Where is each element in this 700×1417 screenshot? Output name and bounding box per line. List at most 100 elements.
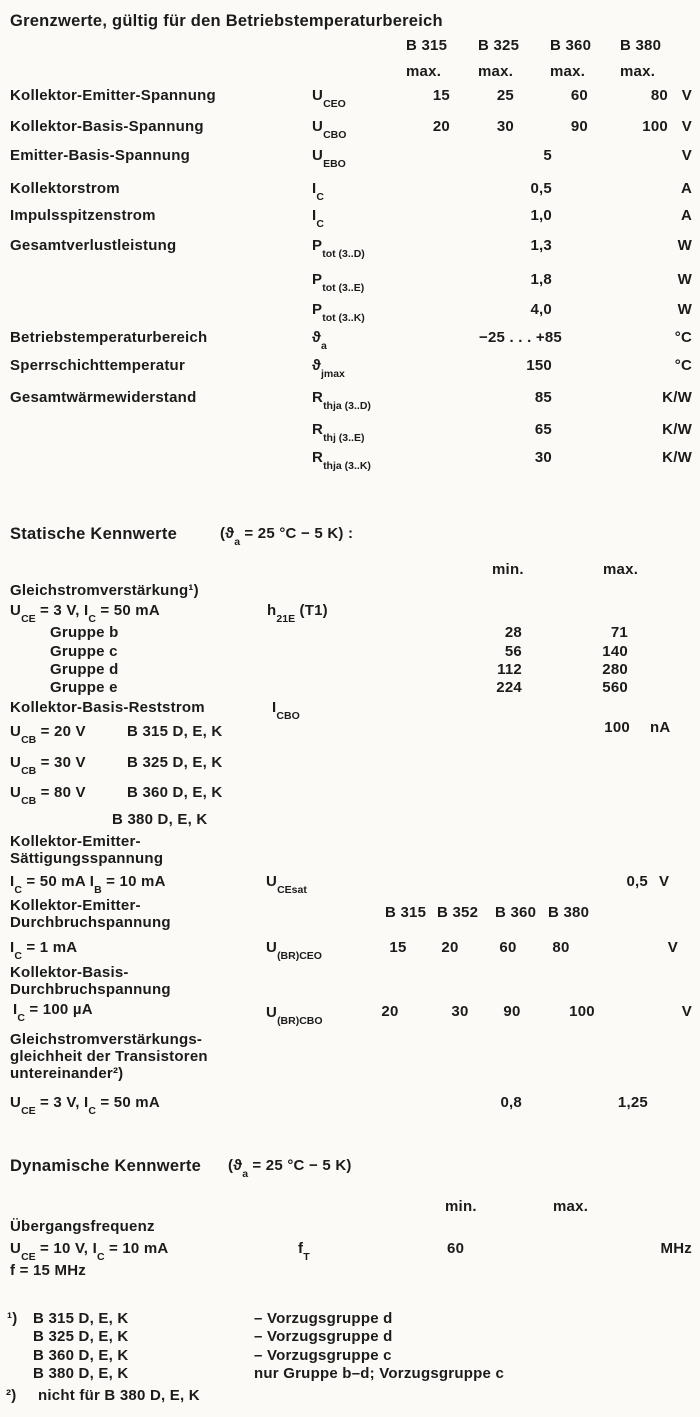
g-row-value: 4,0 (530, 301, 552, 318)
s-icbo-condition: UCB = 30 V (10, 754, 86, 778)
footnote2-mark: ²) (6, 1387, 17, 1404)
g-row-label: Kollektorstrom (10, 180, 120, 197)
g-row-label: Kollektor-Basis-Spannung (10, 118, 204, 135)
s-group-max: 140 (602, 643, 628, 660)
g-row-symbol: Ptot (3..E) (312, 271, 365, 295)
g-col-header-b360: B 360 (550, 37, 592, 54)
s-match-min-value: 0,8 (500, 1094, 522, 1111)
g-row-value: 85 (534, 389, 552, 406)
s-icbo-label: Kollektor-Basis-Reststrom (10, 699, 205, 716)
d-ft-unit: MHz (660, 1240, 692, 1257)
s-brcbo-value: 20 (381, 1003, 399, 1020)
d-ft-min-value: 60 (447, 1240, 465, 1257)
s-group-name: Gruppe c (50, 643, 118, 660)
g-row-symbol: Ptot (3..K) (312, 301, 365, 325)
g-row-symbol: Rthja (3..K) (312, 449, 371, 473)
s-ucesat-symbol: UCEsat (266, 873, 307, 897)
footnote2-text: nicht für B 380 D, E, K (38, 1387, 200, 1404)
s-brceo-col-header: B 380 (548, 904, 590, 921)
g-row-unit: °C (674, 357, 692, 374)
s-hfe-symbol: h21E (T1) (267, 602, 328, 626)
s-match-label-line2: gleichheit der Transistoren (10, 1048, 208, 1065)
g-row-unit: W (677, 301, 692, 318)
s-group-name: Gruppe d (50, 661, 119, 678)
section-title-grenzwerte: Grenzwerte, gültig für den Betriebstempe… (10, 12, 443, 30)
g-row-symbol: UEBO (312, 147, 346, 171)
g-row-symbol: ϑa (312, 329, 327, 353)
g-row-unit: W (677, 271, 692, 288)
d-max-header: max. (553, 1198, 589, 1215)
d-ft-condition-line2: f = 15 MHz (10, 1262, 87, 1279)
g-row-label: Kollektor-Emitter-Spannung (10, 87, 216, 104)
s-ucesat-max-value: 0,5 (626, 873, 648, 890)
s-brceo-value: 15 (389, 939, 407, 956)
footnote1-note: – Vorzugsgruppe d (254, 1310, 393, 1327)
footnote1-mark: ¹) (7, 1310, 18, 1327)
g-row-symbol: UCEO (312, 87, 346, 111)
s-match-max-value: 1,25 (617, 1094, 648, 1111)
s-group-name: Gruppe b (50, 624, 119, 641)
s-brcbo-value: 90 (503, 1003, 521, 1020)
g-row-value: 5 (543, 147, 552, 164)
s-group-max: 280 (602, 661, 628, 678)
s-brceo-col-header: B 360 (495, 904, 537, 921)
s-brcbo-condition: IC = 100 µA (13, 1001, 93, 1025)
s-brceo-col-header: B 352 (437, 904, 479, 921)
g-row-value: 25 (496, 87, 514, 104)
s-ucesat-label-line1: Kollektor-Emitter- (10, 833, 141, 850)
s-brceo-label-line2: Durchbruchspannung (10, 914, 171, 931)
s-max-header: max. (603, 561, 639, 578)
g-row-unit: A (680, 207, 692, 224)
d-ft-label: Übergangsfrequenz (10, 1218, 155, 1235)
g-row-value: 100 (642, 118, 668, 135)
footnote1-type: B 325 D, E, K (33, 1328, 129, 1345)
g-row-symbol: Rthj (3..E) (312, 421, 365, 445)
g-row-value: 150 (526, 357, 552, 374)
g-row-symbol: IC (312, 207, 324, 231)
s-hfe-label: Gleichstromverstärkung¹) (10, 582, 199, 599)
s-group-max: 560 (602, 679, 628, 696)
s-group-min: 224 (496, 679, 522, 696)
g-row-symbol: IC (312, 180, 324, 204)
g-row-value: −25 . . . +85 (479, 329, 562, 346)
s-brceo-value: 80 (552, 939, 570, 956)
g-row-value: 60 (570, 87, 588, 104)
s-group-name: Gruppe e (50, 679, 118, 696)
g-row-value: 80 (650, 87, 668, 104)
g-row-symbol: Ptot (3..D) (312, 237, 365, 261)
footnote1-note: – Vorzugsgruppe d (254, 1328, 393, 1345)
g-row-unit: V (681, 118, 692, 135)
s-brcbo-unit: V (681, 1003, 692, 1020)
g-row-unit: K/W (662, 389, 692, 406)
g-row-value: 1,3 (530, 237, 552, 254)
s-icbo-condition: UCB = 80 V (10, 784, 86, 808)
s-group-min: 56 (504, 643, 522, 660)
s-brceo-label-line1: Kollektor-Emitter- (10, 897, 141, 914)
s-brceo-condition: IC = 1 mA (10, 939, 78, 963)
d-ft-symbol: fT (298, 1240, 310, 1264)
g-row-unit: K/W (662, 421, 692, 438)
footnote1-note: – Vorzugsgruppe c (254, 1347, 392, 1364)
s-icbo-type: B 380 D, E, K (112, 811, 208, 828)
footnote1-type: B 360 D, E, K (33, 1347, 129, 1364)
footnote1-type: B 315 D, E, K (33, 1310, 129, 1327)
s-brcbo-value: 30 (451, 1003, 469, 1020)
d-title-condition: (ϑa = 25 °C − 5 K) (228, 1157, 352, 1181)
s-icbo-unit: nA (650, 719, 671, 736)
s-group-min: 28 (504, 624, 522, 641)
g-max-label-3: max. (620, 63, 656, 80)
s-min-header: min. (492, 561, 524, 578)
g-row-label: Betriebstemperaturbereich (10, 329, 208, 346)
s-title-condition: (ϑa = 25 °C − 5 K) : (220, 525, 354, 549)
g-row-unit: V (681, 87, 692, 104)
g-row-symbol: ϑjmax (312, 357, 345, 381)
footnote1-note: nur Gruppe b–d; Vorzugsgruppe c (254, 1365, 505, 1382)
s-ucesat-unit: V (659, 873, 670, 890)
g-row-symbol: UCBO (312, 118, 347, 142)
s-icbo-condition: UCB = 20 V (10, 723, 86, 747)
g-row-value: 30 (534, 449, 552, 466)
g-row-label: Sperrschichttemperatur (10, 357, 186, 374)
g-row-unit: K/W (662, 449, 692, 466)
section-title-statische-kennwerte: Statische Kennwerte (10, 525, 178, 543)
